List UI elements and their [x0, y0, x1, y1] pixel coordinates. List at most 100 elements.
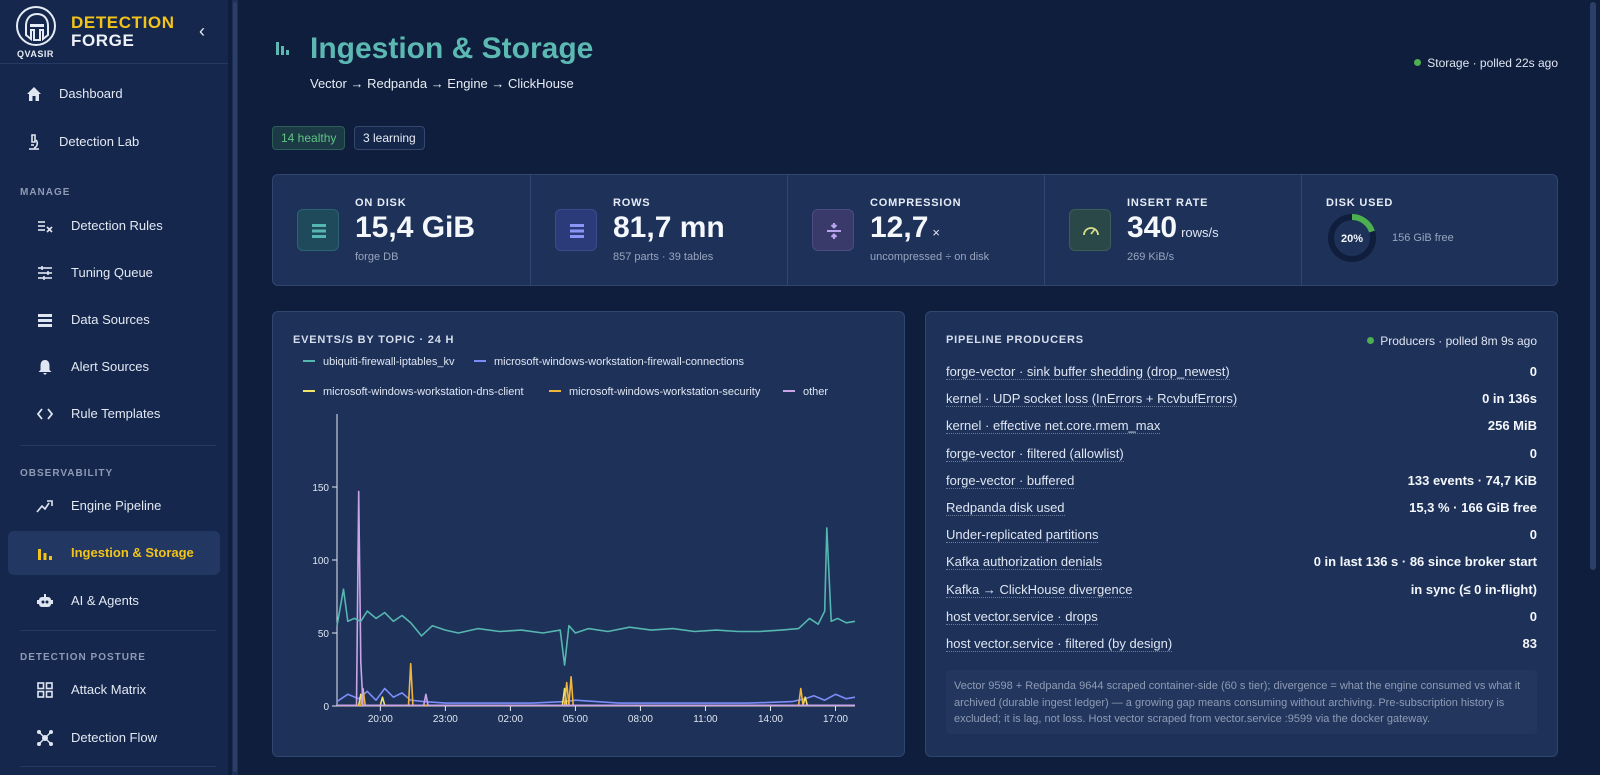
sidebar-item-rule-templates[interactable]: Rule Templates [8, 392, 220, 436]
producer-row: Under-replicated partitions 0 [946, 527, 1537, 547]
stat-compression: COMPRESSION 12,7 × uncompressed ÷ on disk [787, 175, 1044, 285]
main-scrollbar[interactable] [1590, 0, 1596, 775]
sidebar-item-label: Detection Flow [71, 730, 157, 745]
stat-rows: ROWS 81,7 mn 857 parts · 39 tables [530, 175, 787, 285]
y-tick-label: 100 [312, 556, 329, 567]
producer-label[interactable]: host vector.service · filtered (by desig… [946, 636, 1173, 652]
producer-value: in sync (≤ 0 in-flight) [1410, 581, 1537, 597]
x-tick-label: 20:00 [368, 714, 393, 725]
producer-label[interactable]: host vector.service · drops [946, 608, 1098, 625]
page-subtitle: Vector → Redpanda → Engine → ClickHouse [310, 76, 574, 91]
legend-swatch [303, 360, 315, 362]
sidebar-item-detection-rules[interactable]: Detection Rules [8, 204, 220, 248]
x-tick-label: 23:00 [433, 714, 458, 725]
stat-on-disk: ON DISK 15,4 GiB forge DB [273, 175, 530, 285]
legend-swatch [474, 360, 486, 362]
healthy-badge[interactable]: 14 healthy [272, 126, 346, 150]
sidebar-item-detection-lab[interactable]: Detection Lab [8, 120, 220, 164]
code-icon [36, 408, 54, 420]
series-line-3 [337, 662, 855, 707]
sidebar-item-engine-pipeline[interactable]: Engine Pipeline [8, 484, 220, 528]
status-dot-icon [1367, 337, 1375, 344]
legend-item[interactable]: microsoft-windows-workstation-security [549, 386, 760, 398]
producer-label[interactable]: kernel · effective net.core.rmem_max [946, 418, 1161, 435]
events-line-chart[interactable]: 0 50 100 150 20:00 23:00 02:00 05:00 08:00 11:00 1… [273, 312, 906, 758]
producer-label[interactable]: forge-vector · buffered [946, 472, 1075, 489]
x-tick-label: 11:00 [693, 714, 718, 725]
legend-swatch [783, 390, 795, 392]
sidebar-divider [20, 766, 216, 767]
sidebar-item-tuning-queue[interactable]: Tuning Queue [8, 251, 220, 295]
producer-value: 0 in last 136 s · 86 since broker start [1313, 554, 1537, 570]
sidebar-item-alert-sources[interactable]: Alert Sources [8, 345, 220, 389]
sidebar-scrollbar[interactable] [232, 0, 238, 775]
sidebar-item-data-sources[interactable]: Data Sources [8, 298, 220, 342]
producer-label[interactable]: kernel · UDP socket loss (InErrors + Rcv… [946, 391, 1238, 408]
sidebar-item-detection-flow[interactable]: Detection Flow [8, 716, 220, 760]
sidebar-scrollbar-thumb[interactable] [233, 2, 237, 772]
producers-title: PIPELINE PRODUCERS [946, 334, 1084, 346]
sidebar-item-dashboard[interactable]: Dashboard [8, 72, 220, 116]
helmet-logo-icon [16, 6, 56, 46]
sidebar-item-label: Ingestion & Storage [71, 545, 194, 560]
sidebar-item-label: Tuning Queue [71, 265, 153, 280]
y-tick-label: 50 [318, 629, 330, 640]
stat-subtext: 156 GiB free [1392, 232, 1454, 244]
legend-item[interactable]: ubiquiti-firewall-iptables_kv [303, 356, 454, 368]
producer-row: forge-vector · filtered (allowlist) 0 [946, 446, 1537, 466]
network-icon [37, 730, 53, 746]
stat-label: ROWS [613, 197, 651, 209]
legend-item[interactable]: microsoft-windows-workstation-dns-client [303, 386, 524, 398]
stat-label: COMPRESSION [870, 197, 962, 209]
producer-row: kernel · effective net.core.rmem_max 256 … [946, 418, 1537, 438]
producer-label[interactable]: Under-replicated partitions [946, 527, 1099, 544]
producer-value: 256 MiB [1487, 418, 1537, 434]
y-tick-label: 0 [323, 702, 329, 713]
stat-value: 15,4 GiB [355, 211, 476, 244]
x-tick-label: 02:00 [498, 714, 523, 725]
trend-icon [36, 500, 53, 513]
sidebar-item-label: Rule Templates [71, 406, 161, 421]
producer-label[interactable]: Redpanda disk used [946, 500, 1065, 516]
producer-row: host vector.service · filtered (by desig… [946, 636, 1537, 656]
sidebar-item-label: Engine Pipeline [71, 498, 162, 513]
legend-item[interactable]: other [783, 386, 828, 398]
microscope-icon [29, 134, 39, 150]
stat-subtext: 269 KiB/s [1127, 251, 1175, 263]
sidebar-item-label: Dashboard [59, 86, 123, 101]
stat-label: ON DISK [355, 197, 407, 209]
producer-label[interactable]: Kafka authorization denials [946, 554, 1103, 571]
producers-status: Producers · polled 8m 9s ago [1367, 334, 1537, 348]
main-scrollbar-thumb[interactable] [1590, 2, 1596, 570]
producer-value: 15,3 % · 166 GiB free [1409, 500, 1537, 515]
home-icon [27, 87, 41, 101]
stat-subtext: 857 parts · 39 tables [613, 251, 714, 263]
producer-row: Kafka → ClickHouse divergence in sync (≤ … [946, 582, 1537, 602]
producer-row: Kafka authorization denials 0 in last 136… [946, 554, 1537, 574]
sidebar-item-label: Data Sources [71, 312, 150, 327]
learning-badge[interactable]: 3 learning [354, 126, 425, 150]
section-heading-manage: MANAGE [20, 187, 71, 198]
x-tick-label: 08:00 [628, 714, 653, 725]
producer-label[interactable]: forge-vector · sink buffer shedding (dro… [946, 364, 1230, 380]
brand: QVASIR DETECTION FORGE ‹ [0, 0, 228, 64]
storage-status-text: Storage · polled 22s ago [1427, 56, 1558, 70]
sidebar-item-ai-agents[interactable]: AI & Agents [8, 579, 220, 623]
producer-value: 0 [1529, 364, 1537, 379]
stat-value: 81,7 mn [613, 211, 725, 244]
sliders-icon [38, 266, 52, 280]
sidebar-item-label: Attack Matrix [71, 682, 147, 697]
collapse-sidebar-icon[interactable]: ‹ [199, 21, 205, 41]
bar-chart-icon [276, 42, 289, 55]
producer-value: 0 [1529, 608, 1537, 624]
producer-label[interactable]: forge-vector · filtered (allowlist) [946, 445, 1124, 462]
sidebar-item-ingestion-storage[interactable]: Ingestion & Storage [8, 531, 220, 575]
producer-value: 83 [1522, 636, 1537, 651]
producer-row: host vector.service · drops 0 [946, 609, 1537, 629]
disk-usage-donut: 20% [1328, 214, 1376, 262]
producer-row: Redpanda disk used 15,3 % · 166 GiB free [946, 500, 1537, 520]
legend-item[interactable]: microsoft-windows-workstation-firewall-c… [474, 356, 744, 368]
producer-row: forge-vector · buffered 133 events · 74,7… [946, 473, 1537, 493]
sidebar-item-attack-matrix[interactable]: Attack Matrix [8, 668, 220, 712]
producer-label[interactable]: Kafka → ClickHouse divergence [946, 581, 1133, 598]
